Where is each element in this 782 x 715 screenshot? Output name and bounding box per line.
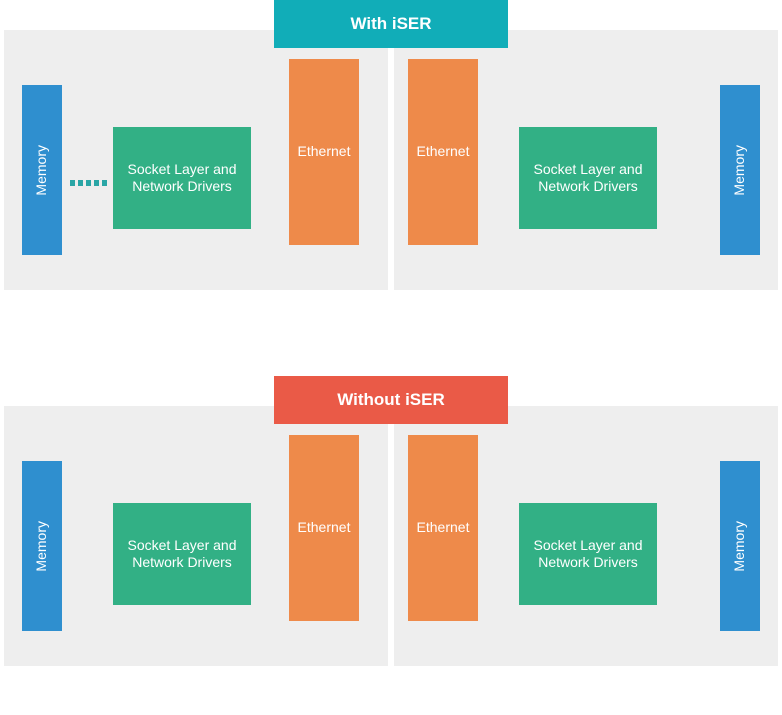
memory-right: Memory	[720, 85, 760, 255]
socket-left-label: Socket Layer and Network Drivers	[119, 537, 245, 572]
memory-left: Memory	[22, 85, 62, 255]
socket-left-label: Socket Layer and Network Drivers	[119, 161, 245, 196]
socket-right: Socket Layer and Network Drivers	[519, 503, 657, 605]
ethernet-left-label: Ethernet	[298, 519, 351, 537]
dash-segment	[70, 180, 75, 186]
dash-segment	[86, 180, 91, 186]
socket-right-label: Socket Layer and Network Drivers	[525, 161, 651, 196]
ethernet-right: Ethernet	[408, 435, 478, 621]
socket-left: Socket Layer and Network Drivers	[113, 503, 251, 605]
ethernet-left: Ethernet	[289, 435, 359, 621]
section-with: With iSER Memory Socket Layer and Network …	[0, 0, 782, 290]
memory-right-label: Memory	[731, 145, 749, 196]
memory-left-label: Memory	[33, 145, 51, 196]
memory-right-label: Memory	[731, 521, 749, 572]
dash-segment	[102, 180, 107, 186]
ethernet-right: Ethernet	[408, 59, 478, 245]
ethernet-right-label: Ethernet	[417, 519, 470, 537]
ethernet-left: Ethernet	[289, 59, 359, 245]
socket-left: Socket Layer and Network Drivers	[113, 127, 251, 229]
memory-left-label: Memory	[33, 521, 51, 572]
dash-segment	[94, 180, 99, 186]
title-without: Without iSER	[274, 376, 508, 424]
ethernet-left-label: Ethernet	[298, 143, 351, 161]
memory-right: Memory	[720, 461, 760, 631]
socket-right-label: Socket Layer and Network Drivers	[525, 537, 651, 572]
dash-segment	[78, 180, 83, 186]
memory-left: Memory	[22, 461, 62, 631]
ethernet-right-label: Ethernet	[417, 143, 470, 161]
title-with: With iSER	[274, 0, 508, 48]
section-without: Without iSER Memory Socket Layer and Netwo…	[0, 376, 782, 666]
socket-right: Socket Layer and Network Drivers	[519, 127, 657, 229]
